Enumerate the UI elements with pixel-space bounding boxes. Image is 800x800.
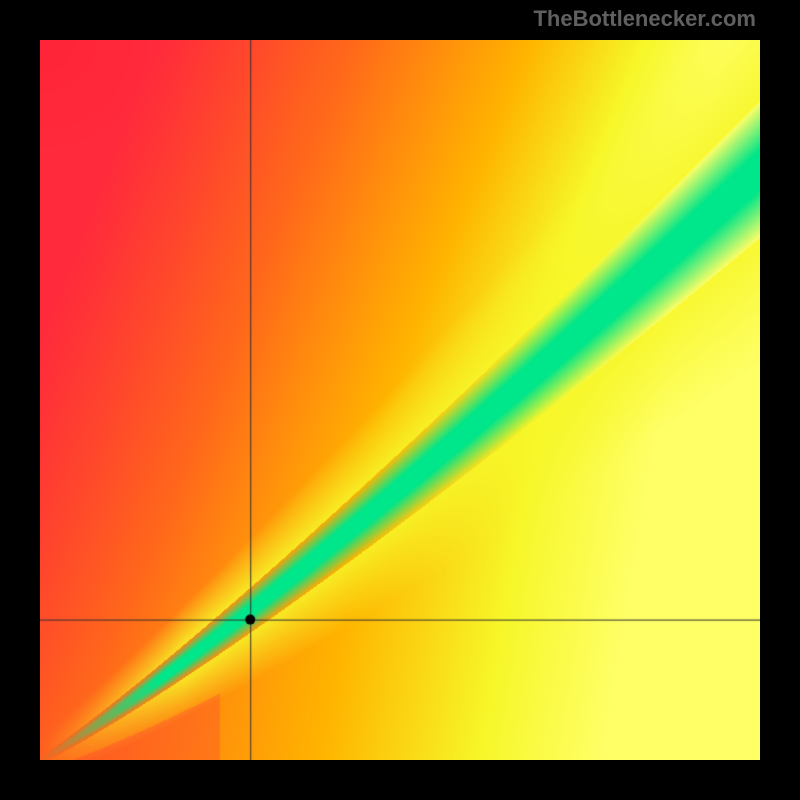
watermark-text: TheBottlenecker.com (533, 6, 756, 32)
heatmap-canvas (40, 40, 760, 760)
heatmap-chart (40, 40, 760, 760)
